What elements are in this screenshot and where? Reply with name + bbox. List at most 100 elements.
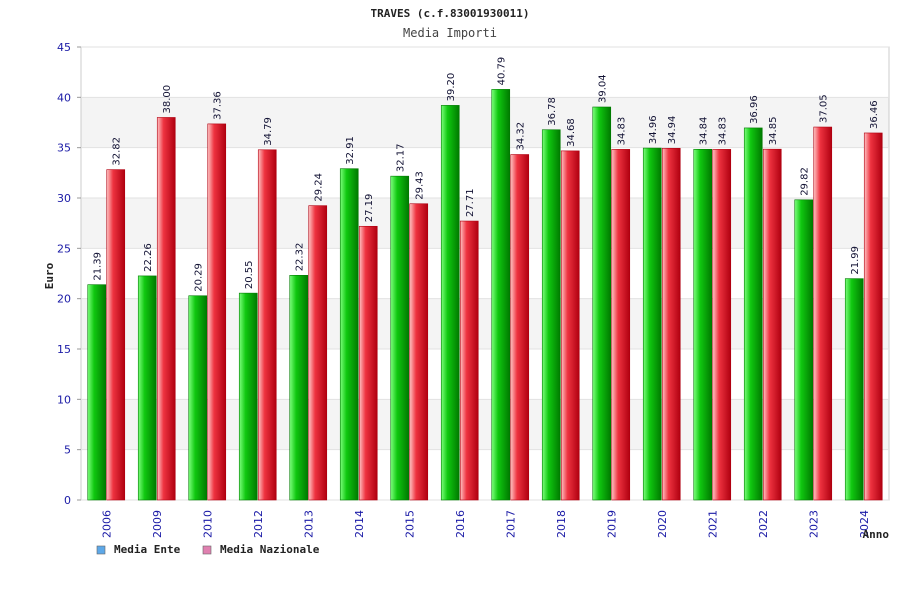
- chart-subtitle: Media Importi: [403, 26, 497, 40]
- y-tick-label: 15: [57, 343, 71, 356]
- data-label: 20.29: [194, 263, 205, 292]
- y-axis-label: Euro: [43, 262, 56, 289]
- data-label: 34.79: [263, 117, 274, 146]
- data-label: 34.84: [699, 117, 710, 146]
- legend: Media Ente Media Nazionale: [96, 543, 320, 556]
- data-label: 37.36: [213, 91, 224, 120]
- bar-media-nazionale: [611, 149, 631, 501]
- data-labels: 21.39 32.82 22.26 38.00 20.29 37.36 20.55 34.79…: [93, 57, 881, 292]
- data-label: 22.26: [143, 243, 154, 272]
- x-tick-label: 2021: [706, 510, 719, 538]
- bar-media-nazionale: [257, 149, 277, 501]
- x-tick-label: 2024: [858, 510, 871, 538]
- y-tick-label: 20: [57, 293, 71, 306]
- bar-media-ente: [844, 278, 864, 501]
- data-label: 36.46: [869, 100, 880, 129]
- bar-media-nazionale: [409, 203, 429, 501]
- data-label: 29.24: [314, 173, 325, 202]
- bar-media-ente: [87, 284, 107, 501]
- y-tick-label: 40: [57, 91, 71, 104]
- data-label: 27.71: [465, 188, 476, 217]
- bar-media-ente: [339, 168, 359, 501]
- bar-media-ente: [289, 275, 309, 501]
- data-label: 39.20: [446, 73, 457, 102]
- bar-media-ente: [693, 148, 713, 501]
- x-tick-label: 2010: [201, 510, 214, 538]
- bar-media-nazionale: [358, 225, 378, 501]
- data-label: 39.04: [598, 74, 609, 103]
- bar-media-nazionale: [661, 147, 681, 501]
- data-label: 40.79: [497, 57, 508, 86]
- x-tick-label: 2020: [656, 510, 669, 538]
- x-tick-label: 2022: [757, 510, 770, 538]
- bar-media-ente: [541, 129, 561, 501]
- data-label: 21.39: [93, 252, 104, 281]
- data-label: 34.68: [566, 118, 577, 147]
- y-tick-label: 35: [57, 142, 71, 155]
- bar-media-nazionale: [510, 154, 530, 501]
- bar-media-ente: [491, 89, 511, 501]
- data-label: 29.43: [415, 171, 426, 200]
- chart-title: TRAVES (c.f.83001930011): [371, 7, 530, 20]
- x-tick-label: 2015: [403, 510, 416, 538]
- x-tick-label: 2013: [302, 510, 315, 538]
- x-tick-label: 2012: [252, 510, 265, 538]
- bar-media-nazionale: [560, 150, 580, 501]
- data-label: 32.17: [396, 144, 407, 173]
- legend-swatch-media-nazionale: [202, 545, 212, 555]
- data-label: 32.91: [345, 136, 356, 165]
- data-label: 22.32: [295, 243, 306, 272]
- bar-media-ente: [743, 127, 763, 501]
- data-label: 21.99: [850, 246, 861, 275]
- bar-media-nazionale: [459, 220, 479, 501]
- y-axis-ticks: 0 5 10 15 20 25 30 35 40 45: [57, 41, 71, 507]
- bar-media-ente: [642, 147, 662, 501]
- x-tick-label: 2006: [100, 510, 113, 538]
- legend-label-media-nazionale: Media Nazionale: [220, 543, 320, 556]
- data-label: 27.19: [364, 194, 375, 223]
- legend-label-media-ente: Media Ente: [114, 543, 181, 556]
- x-tick-label: 2016: [454, 510, 467, 538]
- data-label: 34.85: [768, 117, 779, 146]
- bar-media-ente: [794, 199, 814, 501]
- data-label: 34.94: [667, 116, 678, 145]
- data-label: 37.05: [819, 94, 830, 123]
- bar-media-ente: [238, 292, 258, 501]
- x-tick-label: 2019: [605, 510, 618, 538]
- bar-media-ente: [137, 275, 157, 501]
- bar-media-nazionale: [762, 148, 782, 501]
- data-label: 34.83: [718, 117, 729, 146]
- data-label: 36.78: [547, 97, 558, 126]
- y-tick-label: 25: [57, 242, 71, 255]
- y-tick-label: 0: [64, 494, 71, 507]
- data-label: 34.32: [516, 122, 527, 151]
- bar-media-nazionale: [813, 126, 833, 501]
- bars: [87, 89, 883, 501]
- bar-media-nazionale: [106, 169, 126, 501]
- data-label: 34.96: [648, 115, 659, 144]
- data-label: 20.55: [244, 260, 255, 289]
- y-tick-label: 5: [64, 444, 71, 457]
- data-label: 32.82: [112, 137, 123, 166]
- x-axis-label: Anno: [863, 528, 890, 541]
- data-label: 36.96: [749, 95, 760, 124]
- bar-media-nazionale: [308, 205, 328, 501]
- bar-media-ente: [188, 295, 208, 501]
- legend-swatch-media-ente: [96, 545, 106, 555]
- bar-media-ente: [390, 175, 410, 501]
- bar-media-ente: [592, 106, 612, 501]
- y-tick-label: 30: [57, 192, 71, 205]
- bar-media-nazionale: [712, 149, 732, 501]
- data-label: 38.00: [162, 85, 173, 114]
- x-tick-label: 2018: [555, 510, 568, 538]
- data-label: 34.83: [617, 117, 628, 146]
- x-tick-label: 2009: [151, 510, 164, 538]
- bar-media-ente: [440, 105, 460, 501]
- bar-media-nazionale: [156, 117, 176, 501]
- data-label: 29.82: [800, 167, 811, 196]
- bar-media-nazionale: [863, 132, 883, 501]
- x-tick-label: 2017: [504, 510, 517, 538]
- y-tick-label: 10: [57, 393, 71, 406]
- plot-band: [81, 47, 889, 98]
